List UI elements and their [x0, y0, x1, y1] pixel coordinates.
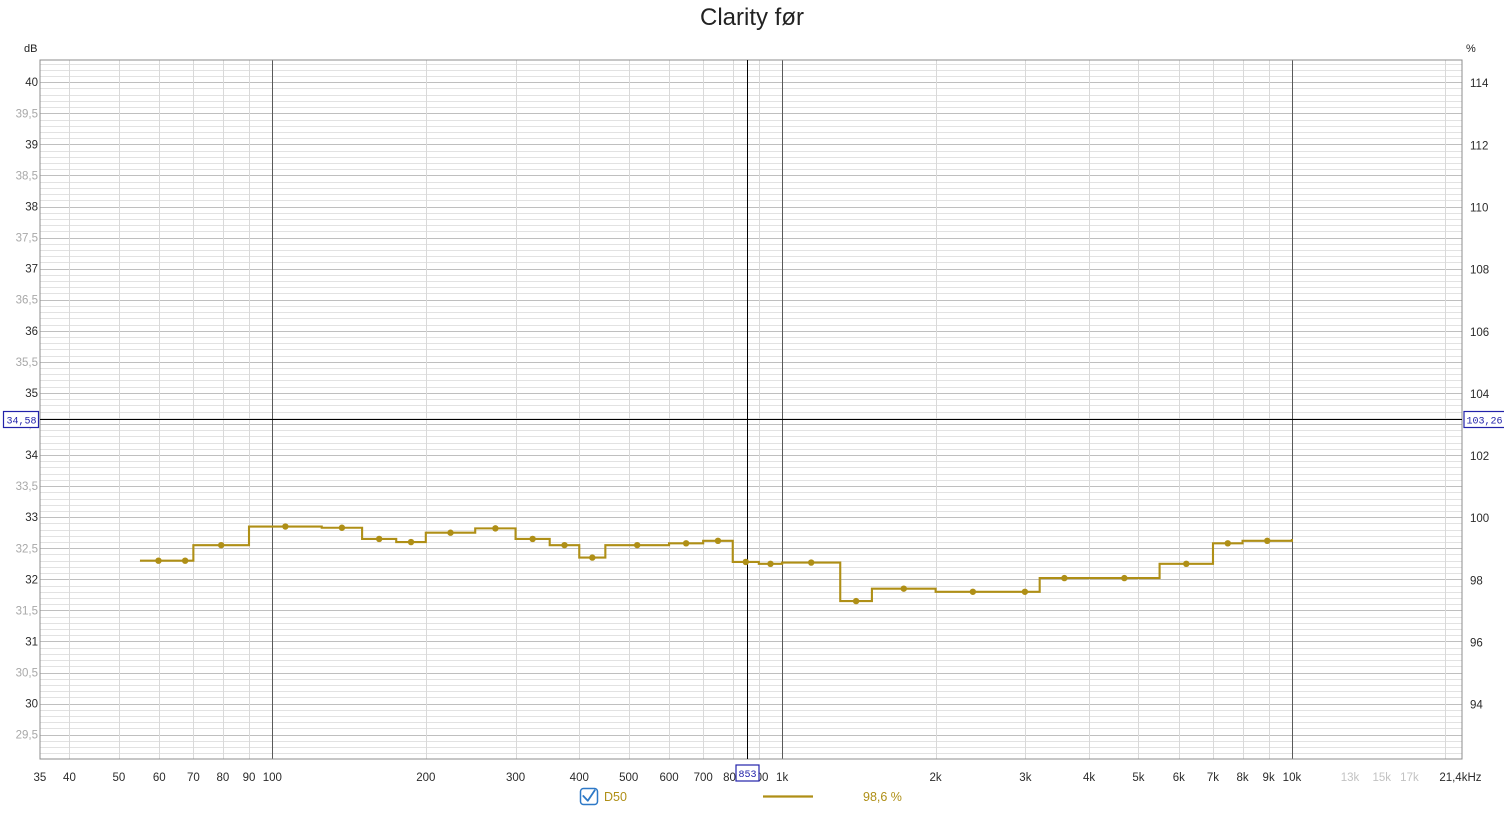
svg-text:80: 80: [217, 772, 230, 784]
svg-text:98,6 %: 98,6 %: [863, 790, 902, 804]
svg-text:108: 108: [1470, 265, 1489, 277]
svg-text:34,58: 34,58: [7, 417, 37, 428]
svg-text:dB: dB: [24, 43, 37, 55]
svg-text:38: 38: [25, 202, 38, 214]
svg-text:36,5: 36,5: [16, 295, 38, 307]
svg-text:112: 112: [1470, 140, 1488, 152]
svg-text:31,5: 31,5: [16, 605, 38, 617]
svg-text:60: 60: [153, 772, 166, 784]
svg-text:94: 94: [1470, 700, 1483, 712]
svg-text:21,4kHz: 21,4kHz: [1439, 772, 1481, 784]
svg-text:70: 70: [187, 772, 200, 784]
svg-text:D50: D50: [604, 790, 627, 804]
svg-text:96: 96: [1470, 637, 1483, 649]
svg-text:600: 600: [659, 772, 678, 784]
svg-text:37,5: 37,5: [16, 233, 38, 245]
svg-text:98: 98: [1470, 575, 1483, 587]
svg-text:3k: 3k: [1019, 772, 1031, 784]
svg-text:31: 31: [25, 636, 38, 648]
svg-text:32: 32: [25, 574, 38, 586]
svg-text:500: 500: [619, 772, 638, 784]
svg-text:35,5: 35,5: [16, 357, 38, 369]
svg-text:36: 36: [25, 326, 38, 338]
svg-text:90: 90: [243, 772, 256, 784]
svg-text:2k: 2k: [930, 772, 942, 784]
svg-text:5k: 5k: [1132, 772, 1144, 784]
svg-text:110: 110: [1470, 203, 1488, 215]
svg-text:100: 100: [1470, 513, 1489, 525]
svg-text:114: 114: [1470, 78, 1489, 90]
svg-text:38,5: 38,5: [16, 170, 38, 182]
svg-text:7k: 7k: [1207, 772, 1219, 784]
svg-text:104: 104: [1470, 389, 1490, 401]
svg-text:%: %: [1466, 43, 1476, 55]
svg-text:853: 853: [739, 770, 757, 781]
svg-text:37: 37: [25, 264, 38, 276]
svg-text:6k: 6k: [1173, 772, 1185, 784]
svg-text:10k: 10k: [1283, 772, 1302, 784]
svg-text:17k: 17k: [1400, 772, 1419, 784]
svg-text:13k: 13k: [1341, 772, 1360, 784]
svg-text:39,5: 39,5: [16, 108, 38, 120]
svg-text:35: 35: [25, 388, 38, 400]
svg-text:700: 700: [694, 772, 713, 784]
svg-text:15k: 15k: [1372, 772, 1391, 784]
svg-text:40: 40: [25, 77, 38, 89]
svg-text:50: 50: [112, 772, 125, 784]
svg-text:29,5: 29,5: [16, 730, 38, 742]
svg-text:100: 100: [263, 772, 282, 784]
svg-text:103,26: 103,26: [1467, 417, 1503, 428]
svg-text:33,5: 33,5: [16, 481, 38, 493]
svg-text:35: 35: [33, 772, 46, 784]
svg-text:400: 400: [570, 772, 589, 784]
svg-text:34: 34: [25, 450, 38, 462]
svg-text:32,5: 32,5: [16, 543, 38, 555]
svg-text:39: 39: [25, 139, 38, 151]
svg-text:8k: 8k: [1236, 772, 1248, 784]
svg-text:300: 300: [506, 772, 525, 784]
svg-text:40: 40: [63, 772, 76, 784]
svg-text:30,5: 30,5: [16, 668, 38, 680]
svg-text:4k: 4k: [1083, 772, 1095, 784]
svg-text:33: 33: [25, 512, 38, 524]
svg-text:9k: 9k: [1263, 772, 1275, 784]
svg-text:106: 106: [1470, 327, 1489, 339]
svg-text:1k: 1k: [776, 772, 788, 784]
svg-text:102: 102: [1470, 451, 1489, 463]
svg-text:200: 200: [416, 772, 435, 784]
svg-text:30: 30: [25, 699, 38, 711]
